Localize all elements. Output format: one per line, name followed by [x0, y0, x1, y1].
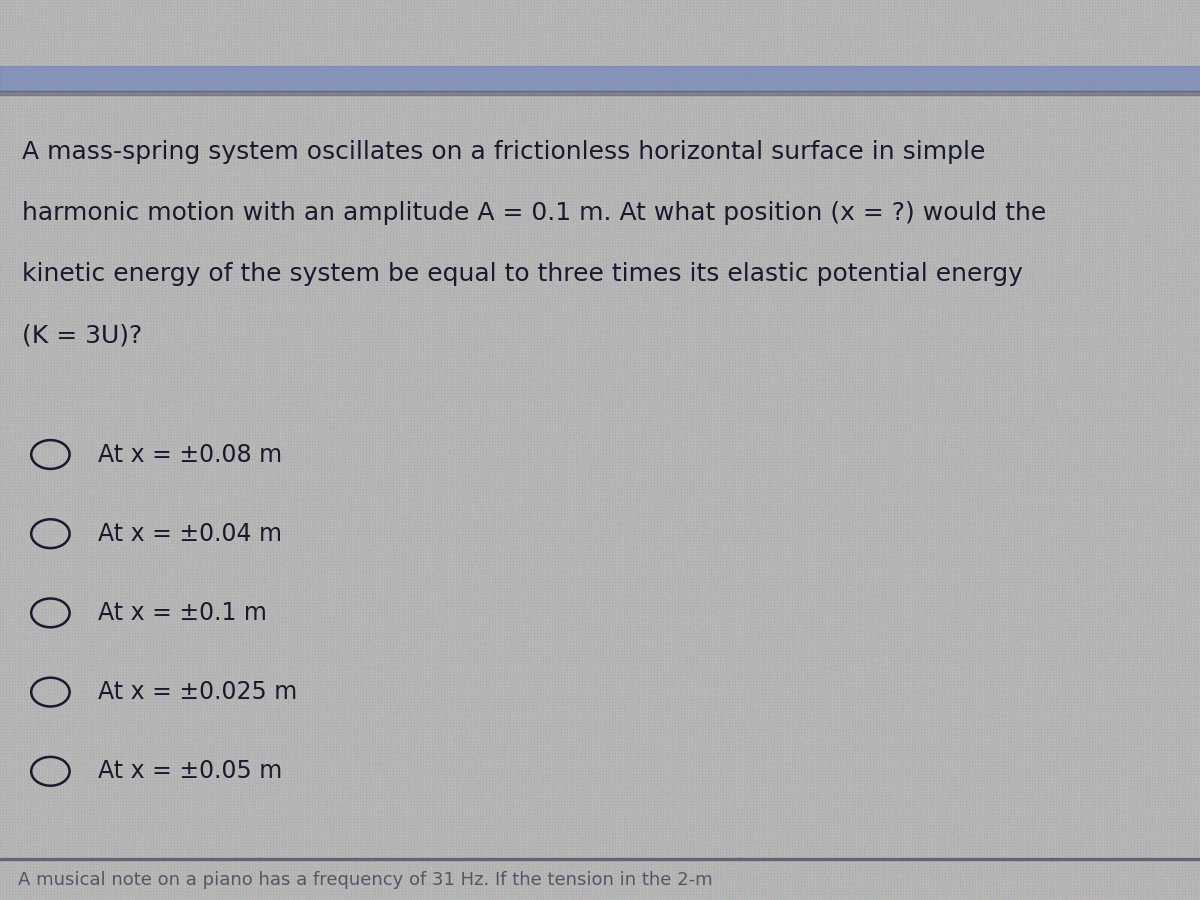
Bar	[0, 91, 1200, 94]
Text: At x = ±0.05 m: At x = ±0.05 m	[98, 760, 283, 783]
Text: kinetic energy of the system be equal to three times its elastic potential energ: kinetic energy of the system be equal to…	[22, 262, 1022, 286]
Bar	[0, 858, 1200, 859]
Text: harmonic motion with an amplitude A = 0.1 m. At what position (x = ?) would the: harmonic motion with an amplitude A = 0.…	[22, 201, 1046, 225]
Text: (K = 3U)?: (K = 3U)?	[22, 323, 142, 347]
Text: A musical note on a piano has a frequency of 31 Hz. If the tension in the 2-m: A musical note on a piano has a frequenc…	[18, 871, 713, 889]
Bar	[0, 66, 1200, 91]
Text: At x = ±0.04 m: At x = ±0.04 m	[98, 522, 282, 545]
Text: At x = ±0.025 m: At x = ±0.025 m	[98, 680, 298, 704]
Text: A mass-spring system oscillates on a frictionless horizontal surface in simple: A mass-spring system oscillates on a fri…	[22, 140, 985, 164]
Text: At x = ±0.1 m: At x = ±0.1 m	[98, 601, 268, 625]
Text: At x = ±0.08 m: At x = ±0.08 m	[98, 443, 282, 466]
